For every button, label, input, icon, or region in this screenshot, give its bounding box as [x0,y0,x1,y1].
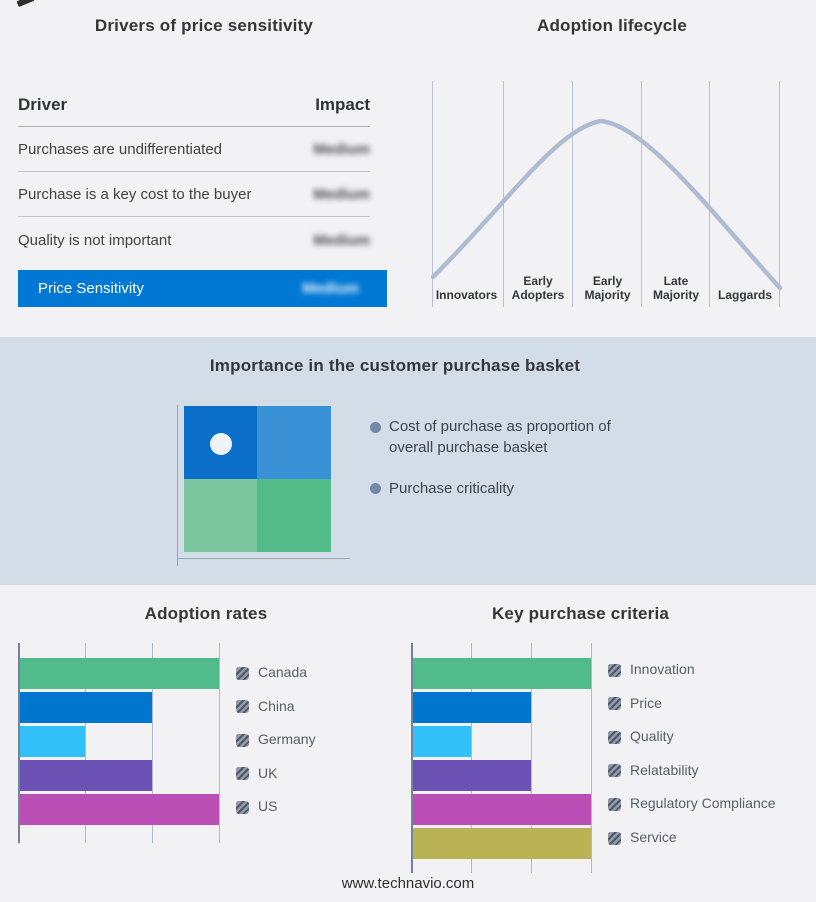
position-marker-dot [210,433,232,455]
bell-curve [430,118,783,291]
corner-artifact-mark [16,0,35,7]
stage-label-laggards: Laggards [717,288,772,302]
chart-y-axis [411,643,413,873]
legend-swatch-icon [236,767,249,780]
table-row: Purchases are undifferentiated Medium [18,127,370,172]
legend-swatch-icon [236,733,249,747]
drivers-table-header: Driver Impact [18,95,370,115]
key-purchase-criteria-title: Key purchase criteria [491,604,670,623]
bullet-icon [370,422,381,433]
price-sensitivity-label: Price Sensitivity [38,280,144,297]
price-sensitivity-highlight-row: Price Sensitivity Medium [18,270,387,307]
bar-price [413,692,531,723]
purchase-basket-band [0,337,816,585]
bar-service [413,828,591,859]
stage-labels: Innovators Early Adopters Early Majority… [408,266,808,304]
legend-swatch-icon [608,730,621,744]
legend-label: Canada [258,664,308,680]
bar-innovation [413,658,591,689]
purchase-basket-quadrant [184,406,331,552]
chart-gridline [471,643,472,873]
table-header-divider [18,126,370,127]
legend-label: Relatability [630,761,699,778]
bullet-text-cost: Cost of purchase as proportion of overal… [389,418,611,456]
legend-label: Regulatory Compliance [630,795,776,812]
bar-quality [413,726,471,757]
bar-canada [20,658,219,689]
driver-cell: Purchases are undifferentiated [18,140,223,158]
legend-label: Innovation [630,661,695,677]
impact-column-header: Impact [315,95,370,114]
drivers-table-rows: Purchases are undifferentiated Medium Pu… [18,127,370,263]
driver-cell: Purchase is a key cost to the buyer [18,185,252,203]
adoption-rates-title: Adoption rates [144,604,268,623]
basket-panel-title: Importance in the customer purchase bask… [209,356,581,375]
stage-label-late-majority: Late Majority [652,274,699,302]
chart-gridline [219,643,220,843]
table-row: Purchase is a key cost to the buyer Medi… [18,172,370,217]
stage-label-early-adopters: Early Adopters [511,274,565,302]
driver-cell: Quality is not important [18,231,172,249]
impact-cell-blurred: Medium [313,185,370,203]
legend-swatch-icon [236,700,249,713]
lifecycle-panel-title: Adoption lifecycle [536,16,687,35]
stage-gridlines [432,81,780,307]
driver-column-header: Driver [18,95,68,114]
legend-swatch-icon [608,764,621,778]
impact-cell-blurred: Medium [302,280,359,297]
legend-swatch-icon [608,831,621,845]
legend-swatch-icon [236,666,249,680]
bullet-icon [370,483,381,494]
stage-label-early-majority: Early Majority [584,274,631,302]
legend-label: Quality [630,728,674,745]
bullet-text-criticality: Purchase criticality [389,480,515,497]
chart-gridline [85,643,86,843]
legend-label: US [258,798,278,814]
chart-gridline [591,643,592,873]
legend-label: China [258,697,295,714]
bar-relatability [413,760,531,791]
impact-cell-blurred: Medium [313,140,370,158]
bar-uk [20,760,152,791]
table-row: Quality is not important Medium [18,217,370,263]
bar-germany [20,726,85,757]
legend-swatch-icon [608,797,621,811]
legend-swatch-icon [236,800,249,814]
quadrant-x-axis [177,558,350,559]
legend-swatch-icon [608,697,621,711]
key-purchase-criteria-chart: Innovation Price Quality Relatability Regula… [411,643,811,878]
chart-y-axis [18,643,20,843]
stage-label-innovators: Innovators [435,288,498,302]
adoption-lifecycle-chart [430,81,783,307]
bar-regulatory-compliance [413,794,591,825]
quadrant-bottom-left [184,479,257,552]
legend-label: Germany [258,731,316,747]
bar-us [20,794,219,825]
drivers-panel-title: Drivers of price sensitivity [94,16,314,35]
bar-china [20,692,152,723]
quadrant-top-right [257,406,331,479]
legend-label: Service [630,829,677,845]
legend-label: UK [258,764,278,781]
legend-label: Price [630,694,662,711]
chart-gridline [152,643,153,843]
quadrant-y-axis [177,405,178,566]
website-url: www.technavio.com [341,875,475,892]
legend-swatch-icon [608,663,621,677]
impact-cell-blurred: Medium [313,231,370,249]
chart-gridline [531,643,532,873]
adoption-rates-chart: Canada China Germany UK US [18,643,398,858]
quadrant-bottom-right [257,479,331,552]
